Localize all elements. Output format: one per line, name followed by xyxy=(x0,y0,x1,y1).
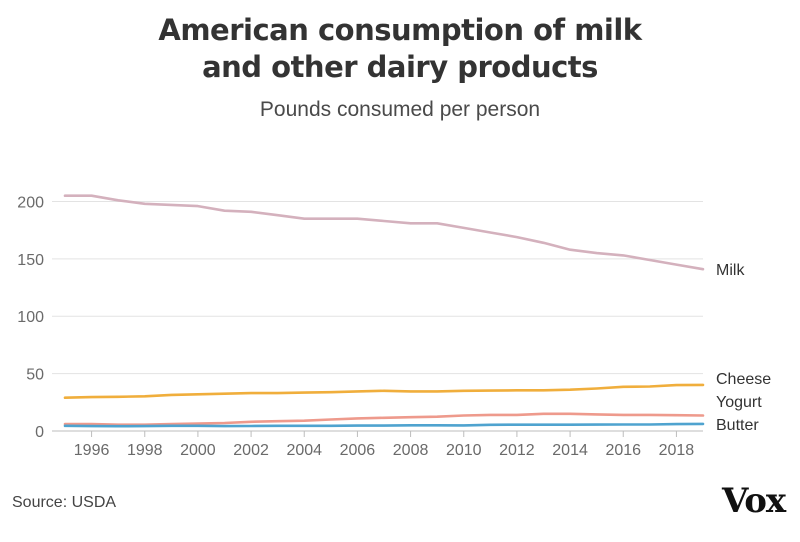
x-axis-ticks: 1996 1998 2000 2002 2004 2006 2008 2010 2012 2014… xyxy=(74,431,695,459)
x-tick-label: 2008 xyxy=(393,442,429,459)
x-tick-label: 2018 xyxy=(659,442,695,459)
x-tick-label: 2006 xyxy=(340,442,376,459)
x-tick-label: 2002 xyxy=(233,442,269,459)
series-line-yogurt xyxy=(63,412,705,426)
series-labels: Butter Yogurt Cheese Milk xyxy=(716,262,771,434)
chart-subtitle: Pounds consumed per person xyxy=(259,98,541,121)
x-tick-label: 2016 xyxy=(605,442,641,459)
series-label-yogurt: Yogurt xyxy=(716,394,762,411)
chart-title: American consumption of milk and other d… xyxy=(0,12,800,86)
y-tick-label: 100 xyxy=(17,309,44,326)
y-axis-ticks: 0 50 100 150 200 xyxy=(17,194,44,441)
y-tick-label: 0 xyxy=(35,424,44,441)
series-line-cheese xyxy=(63,383,705,399)
vox-logo: Vox xyxy=(722,481,786,521)
series-line-butter xyxy=(63,422,705,428)
y-tick-label: 50 xyxy=(26,367,44,384)
chart-title-line-2: and other dairy products xyxy=(202,50,598,84)
series-label-cheese: Cheese xyxy=(716,371,771,388)
x-tick-label: 2004 xyxy=(286,442,322,459)
series-line-milk xyxy=(63,194,705,271)
x-tick-label: 2014 xyxy=(552,442,588,459)
x-tick-label: 2012 xyxy=(499,442,535,459)
chart-title-line-1: American consumption of milk xyxy=(158,13,642,47)
x-tick-label: 1998 xyxy=(127,442,163,459)
y-tick-label: 150 xyxy=(17,252,44,269)
gridlines xyxy=(52,200,703,432)
series-label-butter: Butter xyxy=(716,417,759,434)
y-tick-label: 200 xyxy=(17,194,44,211)
x-tick-label: 1996 xyxy=(74,442,110,459)
source-note: Source: USDA xyxy=(12,494,117,511)
series-lines xyxy=(63,194,705,428)
x-tick-label: 2010 xyxy=(446,442,482,459)
x-tick-label: 2000 xyxy=(180,442,216,459)
series-label-milk: Milk xyxy=(716,262,745,279)
